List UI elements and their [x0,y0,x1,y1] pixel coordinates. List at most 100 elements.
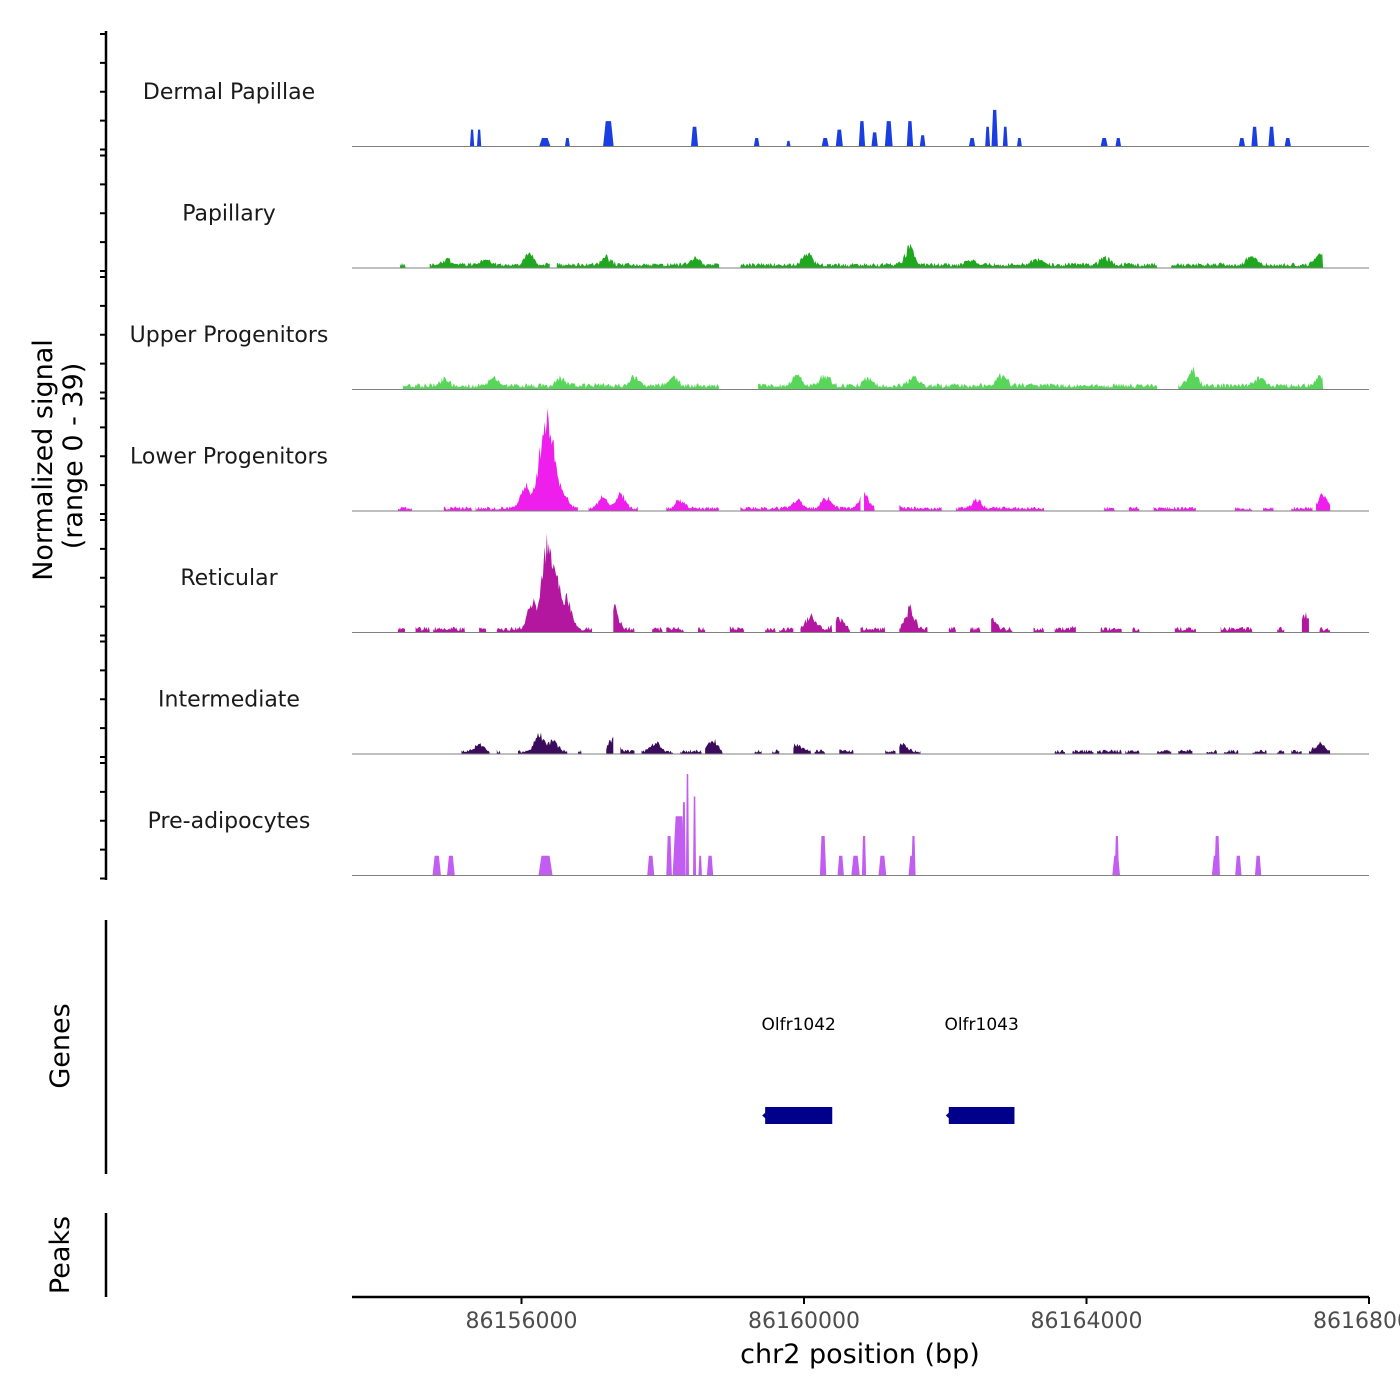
coverage-area [641,741,674,754]
coverage-area [1316,493,1331,511]
gene-olfr1042: Olfr1042 [762,1015,836,1124]
coverage-area [606,736,614,754]
coverage-area [1263,506,1274,511]
track-pre-adipocytes: Pre-adipocytes [148,773,1369,876]
coverage-peak [1254,855,1262,876]
coverage-area [698,626,706,633]
track-dermal-papillae: Dermal Papillae [143,80,1369,147]
coverage-peak [1214,836,1220,876]
y-axis-title-line1: Normalized signal [28,339,59,581]
coverage-area [496,533,593,633]
coverage-area [860,626,886,633]
track-label: Reticular [180,566,278,591]
coverage-area [1128,506,1140,511]
coverage-area [1224,749,1239,754]
coverage-area [397,627,405,633]
coverage-area [1054,625,1076,633]
coverage-peak [858,121,866,147]
gene-annotations: Olfr1042 Olfr1043 [762,1015,1019,1124]
coverage-peak [968,138,976,147]
coverage-peak [603,121,614,147]
coverage-area [1174,626,1196,633]
coverage-area [1234,506,1253,511]
coverage-area [397,506,413,511]
coverage-area [814,749,826,754]
x-tick-label: 86160000 [748,1309,860,1334]
track-upper-progenitors: Upper Progenitors [130,323,1369,390]
coverage-area [578,749,582,754]
coverage-area [1178,749,1193,754]
coverage-area [517,732,568,754]
gene-body [765,1107,833,1124]
coverage-peak [477,129,482,147]
coverage-peak [906,121,914,147]
coverage-y-axis-ticks [100,33,106,880]
coverage-area [1206,749,1218,754]
coverage-peak [564,138,570,147]
coverage-area [620,746,635,754]
coverage-area [1100,626,1122,633]
coverage-peak [672,816,686,876]
coverage-peak [884,121,893,147]
coverage-peak [1251,126,1258,147]
coverage-area [1308,741,1331,754]
x-tick-label: 86156000 [466,1309,578,1334]
coverage-peak [691,126,699,147]
coverage-area [899,742,921,754]
coverage-area [955,497,1045,511]
coverage-area [1157,749,1172,754]
coverage-area [479,627,487,633]
coverage-area [729,626,744,633]
coverage-peak [1284,138,1291,147]
track-lower-progenitors: Lower Progenitors [130,408,1369,512]
coverage-area [652,627,663,633]
gene-body [948,1107,1015,1124]
coverage-area [433,626,465,633]
gene-strand-arrow [945,1111,951,1120]
coverage-area [613,604,635,633]
peaks-panel-title: Peaks [45,1216,76,1294]
coverage-area [899,604,928,633]
coverage-area [839,749,854,754]
coverage-peak [786,140,791,147]
coverage-peak [835,129,843,147]
coverage-area [1104,506,1115,511]
x-axis-ticks: 86156000 86160000 86164000 86168000 [466,1297,1400,1334]
coverage-peak [693,796,697,876]
track-intermediate: Intermediate [158,688,1369,755]
y-axis-title-line2: (range 0 - 39) [58,363,89,550]
gene-strand-arrow [762,1111,768,1120]
coverage-area [885,749,896,754]
coverage-area [496,749,501,754]
coverage-peak [821,138,829,147]
coverage-area [1125,749,1140,754]
coverage-area [779,627,794,633]
coverage-area [429,252,550,268]
track-label: Dermal Papillae [143,80,315,105]
track-label: Intermediate [158,688,300,713]
coverage-area [556,254,720,268]
coverage-area [402,374,720,390]
x-tick-label: 86168000 [1313,1309,1400,1334]
coverage-area [991,617,1013,633]
coverage-area [415,626,430,633]
coverage-area [793,743,812,754]
coverage-peak [538,855,553,876]
coverage-area [461,743,490,754]
coverage-area [1153,506,1196,511]
coverage-area [1252,749,1267,754]
coverage-peak [685,773,689,876]
coverage-area [754,749,762,754]
coverage-peak [539,138,551,147]
coverage-area [475,408,578,511]
track-label: Pre-adipocytes [148,809,311,834]
coverage-peak [1100,138,1108,147]
coverage-peak [911,836,916,876]
coverage-peak [861,836,867,876]
coverage-peak [446,855,455,876]
coverage-area [1277,749,1285,754]
track-label: Papillary [182,202,276,227]
coverage-area [666,499,720,511]
coverage-area [1171,253,1324,268]
